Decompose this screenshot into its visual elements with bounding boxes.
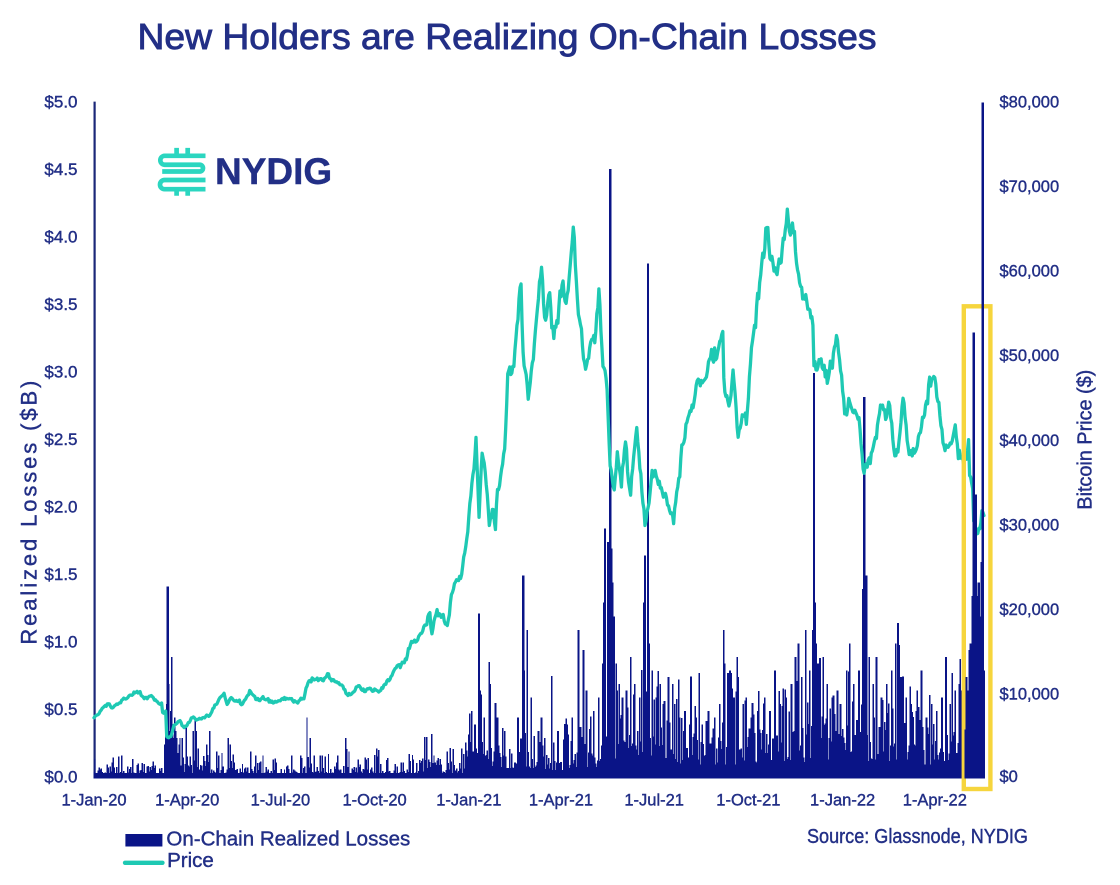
svg-text:On-Chain Realized Losses: On-Chain Realized Losses [166,828,410,851]
svg-text:1-Oct-21: 1-Oct-21 [716,791,780,809]
svg-text:$0.0: $0.0 [44,768,77,787]
svg-text:1-Jan-21: 1-Jan-21 [436,791,501,809]
svg-text:1-Jan-20: 1-Jan-20 [61,791,126,809]
svg-text:$30,000: $30,000 [1000,516,1060,534]
svg-text:$0.5: $0.5 [44,700,77,719]
svg-text:$40,000: $40,000 [1000,432,1060,450]
svg-text:$4.5: $4.5 [44,160,77,179]
svg-text:$3.5: $3.5 [44,295,77,314]
svg-text:$2.0: $2.0 [44,498,77,517]
svg-text:$50,000: $50,000 [1000,347,1060,365]
svg-text:NYDIG: NYDIG [215,151,332,192]
svg-text:$5.0: $5.0 [44,93,77,112]
svg-text:$4.0: $4.0 [44,228,77,247]
svg-text:1-Apr-22: 1-Apr-22 [903,791,967,809]
svg-text:$2.5: $2.5 [44,430,77,449]
svg-text:Realized Losses ($B): Realized Losses ($B) [16,381,41,645]
svg-text:1-Jul-20: 1-Jul-20 [251,791,311,809]
svg-text:1-Jul-21: 1-Jul-21 [624,791,684,809]
svg-text:$60,000: $60,000 [1000,263,1060,281]
svg-text:1-Apr-20: 1-Apr-20 [155,791,219,809]
svg-text:1-Jan-22: 1-Jan-22 [810,791,875,809]
svg-text:Price: Price [167,849,214,872]
svg-text:New Holders are Realizing On-C: New Holders are Realizing On-Chain Losse… [138,16,877,57]
svg-text:$3.0: $3.0 [44,363,77,382]
svg-text:$70,000: $70,000 [1000,178,1060,196]
svg-text:1-Oct-20: 1-Oct-20 [343,791,407,809]
svg-text:$1.0: $1.0 [44,633,77,652]
svg-text:Bitcoin Price ($): Bitcoin Price ($) [1075,370,1097,510]
svg-text:$20,000: $20,000 [1000,601,1060,619]
svg-text:$10,000: $10,000 [1000,686,1060,704]
svg-text:$80,000: $80,000 [1000,93,1060,111]
svg-text:$0: $0 [1000,768,1018,786]
svg-text:Source: Glassnode, NYDIG: Source: Glassnode, NYDIG [807,825,1028,848]
svg-text:$1.5: $1.5 [44,565,77,584]
svg-text:1-Apr-21: 1-Apr-21 [529,791,593,809]
